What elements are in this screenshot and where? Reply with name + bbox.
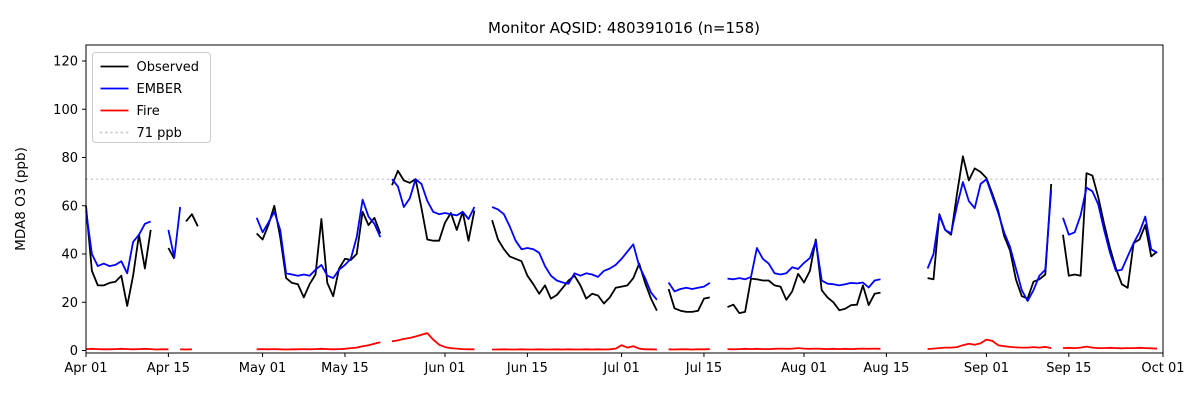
series-line-observed — [491, 219, 658, 312]
series-line-ember — [727, 240, 881, 289]
x-tick-label: Sep 15 — [1046, 361, 1091, 376]
legend-label-71-ppb: 71 ppb — [137, 126, 182, 141]
series-line-observed — [927, 155, 1053, 300]
series-line-observed — [667, 288, 710, 313]
series-line-observed — [185, 213, 199, 227]
series-line-observed — [85, 205, 152, 307]
series-line-fire — [1062, 345, 1158, 350]
series-line-ember — [926, 178, 1053, 302]
series-line-observed — [256, 204, 382, 299]
y-axis-label: MDA8 O3 (ppb) — [13, 147, 29, 251]
x-tick-label: Jul 15 — [685, 361, 722, 376]
x-tick-label: May 15 — [321, 361, 369, 376]
axes: 0 20 40 60 80 100 120 Apr 01 Apr 15 May 01 May 15 J… — [53, 44, 1185, 376]
chart-title: Monitor AQSID: 480391016 (n=158) — [488, 19, 760, 37]
series-line-fire — [927, 338, 1052, 350]
legend-label-observed: Observed — [137, 60, 200, 75]
y-tick-label: 60 — [61, 199, 78, 214]
legend-label-fire: Fire — [137, 104, 160, 119]
x-tick-label: Aug 01 — [781, 361, 827, 376]
series-line-ember — [255, 198, 382, 280]
x-tick-label: Oct 01 — [1141, 361, 1184, 376]
series-line-fire — [492, 344, 657, 351]
series-line-ember — [1062, 186, 1158, 272]
series-line-fire — [727, 347, 881, 351]
series-line-ember — [85, 210, 152, 275]
y-tick-label: 0 — [70, 344, 78, 359]
legend-box — [92, 52, 211, 143]
series-line-fire — [391, 332, 475, 351]
series-line-fire — [256, 341, 381, 351]
series-line-fire — [85, 347, 169, 351]
legend: Observed EMBER Fire 71 ppb — [92, 52, 211, 143]
x-tick-label: Jun 15 — [506, 361, 548, 376]
legend-label-ember: EMBER — [137, 82, 183, 97]
x-tick-label: Jul 01 — [602, 361, 639, 376]
x-tick-label: Apr 15 — [147, 361, 190, 376]
series-line-observed — [391, 169, 476, 242]
y-tick-label: 20 — [61, 296, 78, 311]
x-tick-label: Sep 01 — [964, 361, 1009, 376]
series-line-observed — [1062, 172, 1158, 289]
series-line-ember — [667, 282, 711, 293]
series-lines — [85, 155, 1158, 351]
series-line-observed — [727, 238, 881, 315]
plot-border — [85, 44, 1164, 354]
series-line-ember — [391, 178, 476, 220]
x-tick-label: Aug 15 — [863, 361, 909, 376]
y-tick-label: 40 — [61, 248, 78, 263]
x-tick-label: Apr 01 — [64, 361, 107, 376]
x-tick-label: May 01 — [239, 361, 287, 376]
series-line-ember — [491, 206, 658, 301]
y-tick-label: 100 — [53, 103, 78, 118]
x-tick-label: Jun 01 — [424, 361, 466, 376]
series-line-ember — [167, 206, 182, 259]
y-tick-label: 120 — [53, 55, 78, 70]
y-tick-label: 80 — [61, 151, 78, 166]
